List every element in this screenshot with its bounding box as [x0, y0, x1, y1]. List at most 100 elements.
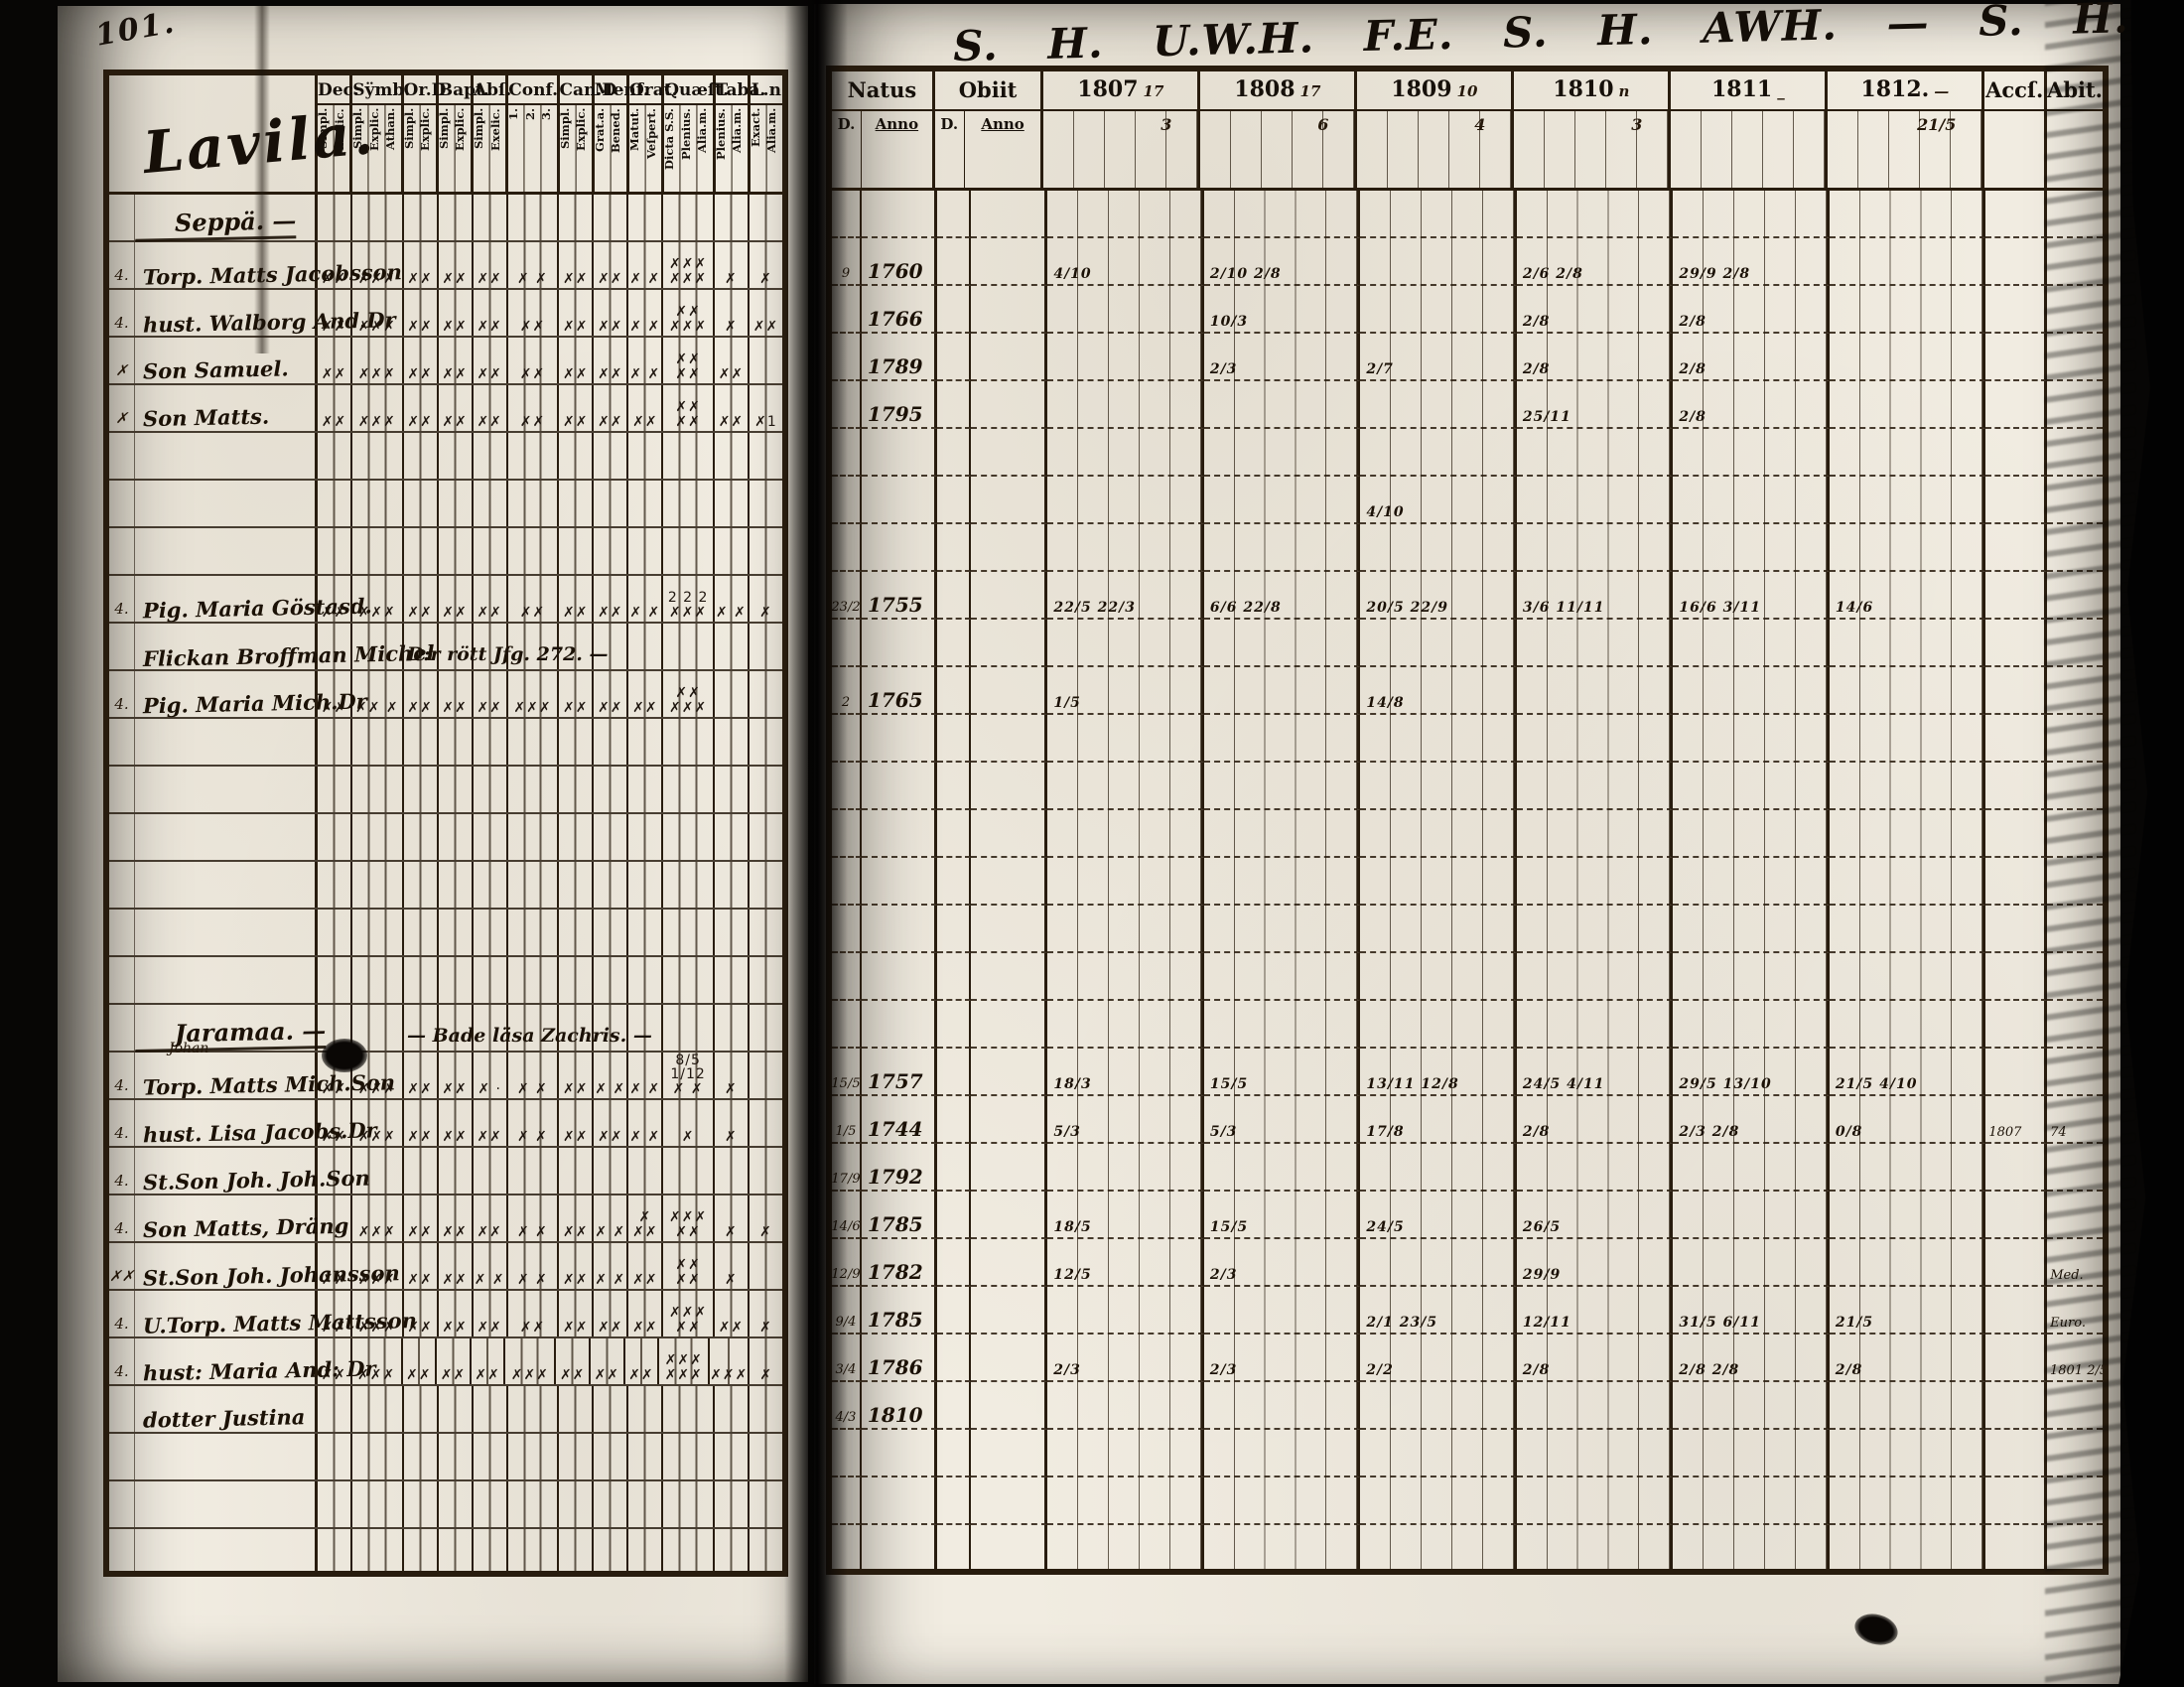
person-name [135, 764, 143, 765]
communion-cell-1809 [1360, 810, 1517, 858]
communion-cell-1810 [1516, 906, 1674, 953]
mark-cell-bapt [438, 910, 474, 955]
communion-cell-1812 [1829, 1525, 1986, 1569]
row-margin-mark: ✗ [109, 385, 135, 431]
register-row-right [832, 1525, 2103, 1569]
register-row [109, 433, 782, 481]
communion-cell-1807: 18/3 [1047, 1049, 1204, 1096]
mark-cell-symb: ✗✗ ✗ [352, 671, 404, 717]
communion-cell-1811 [1673, 906, 1830, 953]
mark-cell-mens [594, 1386, 629, 1432]
person-name: Pig. Maria Mich.Dr [142, 688, 367, 719]
register-row: 4. hust. Lisa Jacobs.Dr ✗✗ ✗✗✗ ✗✗ ✗✗ ✗✗ … [109, 1100, 782, 1148]
mark-cell-orat [628, 195, 664, 240]
communion-cell-1808 [1203, 1287, 1361, 1335]
communion-cell-1807 [1047, 1382, 1204, 1430]
ink-blot [322, 1039, 367, 1072]
communion-cell-1812 [1829, 477, 1986, 524]
natus-day-cell [832, 1525, 862, 1569]
year-value: 1811 [1710, 76, 1773, 102]
obiit-day-cell [936, 1144, 971, 1192]
communion-cell-1811 [1673, 715, 1830, 763]
year-handwritten-note: 17 [1143, 82, 1164, 100]
obiit-year-cell [970, 572, 1048, 620]
communion-cell-1808: 2/3 [1203, 1335, 1361, 1382]
obiit-year-cell [970, 1096, 1048, 1144]
year-column-headers: 1807 17 3 1808 17 6 1809 10 4 [1043, 71, 1985, 188]
column-subheaders: 1. 2. 3. [508, 105, 556, 192]
mark-cell-abs [473, 624, 508, 669]
mark-cell-ord [403, 910, 439, 955]
obiit-day-cell [936, 858, 971, 906]
mark-cell-mens [594, 1434, 629, 1479]
mark-cell-cand [559, 719, 595, 765]
natus-year-cell [861, 191, 937, 238]
communion-cell-1808 [1203, 429, 1361, 477]
mark-cell-quaest: ✗✗ ✗✗✗ [663, 290, 715, 336]
mark-cell-bapt [438, 1529, 474, 1571]
mark-cell-abs [473, 195, 508, 240]
mark-cell-ord: ✗✗ [403, 1243, 439, 1289]
mark-cell-ord [403, 1529, 439, 1571]
person-name-cell [135, 862, 318, 908]
natus-label: Natus [832, 71, 932, 111]
mark-cell-symb [352, 1481, 404, 1527]
abit-cell [2047, 1382, 2103, 1430]
obiit-year-cell [970, 381, 1048, 429]
mark-cell-cand [559, 862, 595, 908]
register-row: 4. Pig. Maria Mich.Dr ✗✗ ✗✗ ✗ ✗✗ ✗✗ ✗✗ ✗… [109, 671, 782, 719]
year-label: 1812. — [1828, 71, 1982, 111]
mark-cell-bapt: ✗✗ [437, 1338, 472, 1384]
column-subheader-label: Exact. [750, 105, 767, 192]
column-group-ord: Or.D Simpl. Explic. [403, 75, 446, 192]
mark-cell-symb [352, 1386, 404, 1432]
mark-cell-bapt [438, 195, 474, 240]
communion-cell-1811: 2/8 2/8 [1673, 1335, 1830, 1382]
abit-cell [2047, 1477, 2103, 1525]
person-name-cell: U.Torp. Matts Mattsson [135, 1291, 417, 1338]
column-subheaders: Plenius. Alia.m. [715, 105, 748, 192]
mark-cell-symb [352, 1148, 404, 1194]
mark-cell-mens [594, 767, 629, 812]
column-subheaders: Simpl. Exelic. [318, 105, 349, 192]
mark-cell-cand: ✗✗ [559, 1291, 595, 1336]
mark-cell-bapt [438, 1005, 474, 1051]
communion-cell-1812 [1829, 238, 1986, 286]
person-name-cell: Torp. Matts Jacobsson [135, 242, 402, 290]
mark-cell-symb: ✗✗✗ [352, 1195, 404, 1241]
abit-cell [2047, 667, 2103, 715]
mark-cell-ord [403, 528, 439, 574]
register-row-right [832, 1001, 2103, 1049]
communion-cell-1812: 2/8 [1829, 1335, 1986, 1382]
communion-cell-1811: 2/8 [1673, 286, 1830, 334]
communion-cell-1807: 1/5 [1047, 667, 1204, 715]
right-table-header: Natus D. Anno Obiit D. Anno [832, 71, 2103, 191]
row-margin-mark [109, 1481, 135, 1527]
register-row-right: 1/5 1744 5/3 5/3 17/8 2/8 2/3 2/8 0/8 18… [832, 1096, 2103, 1144]
mark-cell-dec: ✗✗ [318, 671, 353, 717]
mark-cell-conf [507, 814, 560, 860]
obiit-year-cell [970, 620, 1048, 667]
column-subheader-label: Matut. [628, 105, 646, 192]
abit-column-header: Abit. [2047, 71, 2103, 188]
column-subheaders: Grat.a. Bened. [594, 105, 626, 192]
mark-cell-dec: ✗✗ [318, 242, 353, 288]
row-margin-mark: 4. [109, 1291, 135, 1336]
abit-cell [2047, 191, 2103, 238]
mark-cell-bapt: ✗✗ [438, 1053, 474, 1098]
person-name: dotter Justina [142, 1404, 306, 1433]
mark-cell-ord: ✗✗ [402, 1338, 438, 1384]
register-row [109, 1434, 782, 1481]
mark-cell-conf: ✗ ✗ [507, 1100, 560, 1146]
abit-cell [2047, 715, 2103, 763]
mark-cell-taba [714, 481, 750, 526]
person-name-cell: dotter Justina [135, 1386, 318, 1433]
communion-cell-1809 [1360, 238, 1517, 286]
natus-year-cell: 1810 [861, 1382, 937, 1430]
communion-cell-1810 [1516, 858, 1674, 906]
mark-cell-mens [594, 910, 629, 955]
obiit-year-cell [970, 286, 1048, 334]
mark-cell-abs [473, 433, 508, 479]
mark-cell-symb [352, 814, 404, 860]
mark-cell-quaest [663, 814, 715, 860]
